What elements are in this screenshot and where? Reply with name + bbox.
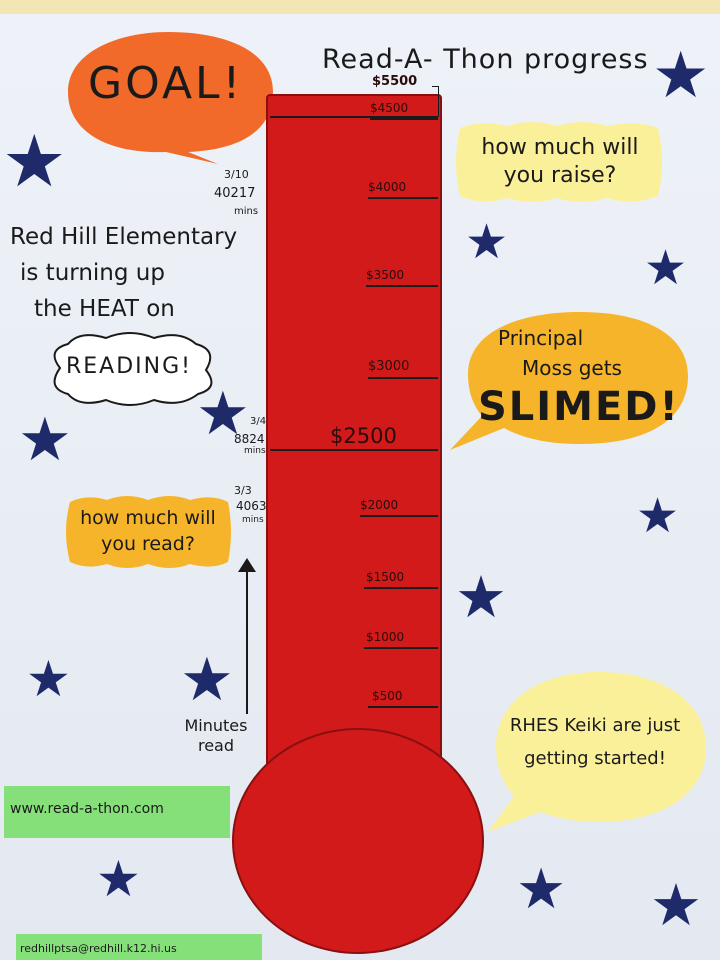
tick-mark [364, 587, 438, 589]
tick-mark [366, 285, 438, 287]
tick-label: $4500 [370, 101, 409, 115]
goal-text: GOAL! [88, 58, 244, 109]
school-line-2: is turning up [20, 260, 165, 286]
tick-label: $2500 [330, 424, 397, 448]
star-icon: ★ [180, 645, 234, 715]
website-text: www.read-a-thon.com [10, 801, 164, 817]
milestone-minutes: 4063 [236, 499, 267, 513]
goal-bubble [68, 32, 273, 164]
slime-line-1: Principal [498, 326, 584, 350]
tick-mark [368, 706, 438, 708]
milestone-minutes: 40217 [214, 186, 256, 201]
school-line-1: Red Hill Elementary [10, 224, 238, 250]
top-border [0, 0, 720, 14]
star-icon: ★ [650, 871, 702, 939]
milestone-minutes: 8824 [234, 432, 265, 446]
tick-label: $500 [372, 689, 403, 703]
star-icon: ★ [455, 563, 507, 631]
read-bubble [66, 496, 231, 568]
tick-label: $3000 [368, 359, 410, 374]
star-icon: ★ [516, 857, 567, 922]
thermometer-tube [266, 94, 442, 778]
milestone-date: 3/10 [224, 168, 249, 181]
goal-bracket [432, 86, 439, 117]
thermometer-bulb [232, 728, 484, 954]
tick-mark [368, 197, 438, 199]
milestone-date: 3/4 [250, 416, 267, 427]
read-text: how much will you read? [80, 507, 216, 555]
star-icon: ★ [18, 405, 72, 475]
star-icon: ★ [196, 379, 250, 449]
milestone-date: 3/3 [234, 484, 252, 497]
star-icon: ★ [644, 240, 688, 296]
tick-mark [368, 377, 438, 379]
tick-label: $4000 [368, 180, 407, 194]
tick-mark [360, 515, 438, 517]
star-icon: ★ [636, 488, 680, 544]
milestone-unit: mins [242, 515, 264, 525]
keiki-bubble [488, 672, 706, 832]
email-text: redhillptsa@redhill.k12.hi.us [20, 942, 177, 955]
slime-line-3: SLIMED! [478, 384, 680, 430]
slime-line-2: Moss gets [522, 356, 622, 380]
star-icon: ★ [26, 650, 71, 708]
tick-mark [370, 118, 438, 120]
tick-label: $1500 [366, 570, 405, 584]
tick-label: $3500 [366, 268, 405, 282]
raise-bubble [456, 122, 662, 202]
website-label [4, 786, 230, 838]
milestone-unit: mins [234, 206, 259, 217]
tick-label: $2000 [360, 498, 399, 512]
tick-mark [270, 449, 438, 451]
keiki-text: RHES Keiki are just getting started! [509, 715, 681, 769]
milestone-unit: mins [244, 446, 266, 456]
tick-label: $1000 [366, 630, 405, 644]
minutes-label: Minutes read [184, 716, 248, 755]
email-label [16, 934, 262, 960]
reading-text: READING! [66, 354, 192, 379]
star-icon: ★ [652, 39, 710, 113]
page-title: Read-A- Thon progress [322, 44, 649, 75]
raise-text: how much will you raise? [481, 135, 639, 188]
minutes-arrow [246, 566, 248, 714]
tick-mark [364, 647, 438, 649]
arrow-up-icon [238, 558, 256, 572]
goal-amount-label: $5500 [372, 74, 418, 89]
star-icon: ★ [2, 119, 67, 203]
goal-line [270, 116, 438, 118]
slime-bubble [450, 312, 688, 450]
star-icon: ★ [465, 214, 509, 270]
star-icon: ★ [96, 850, 141, 908]
school-line-3: the HEAT on [34, 296, 175, 322]
reading-cloud [53, 332, 213, 406]
